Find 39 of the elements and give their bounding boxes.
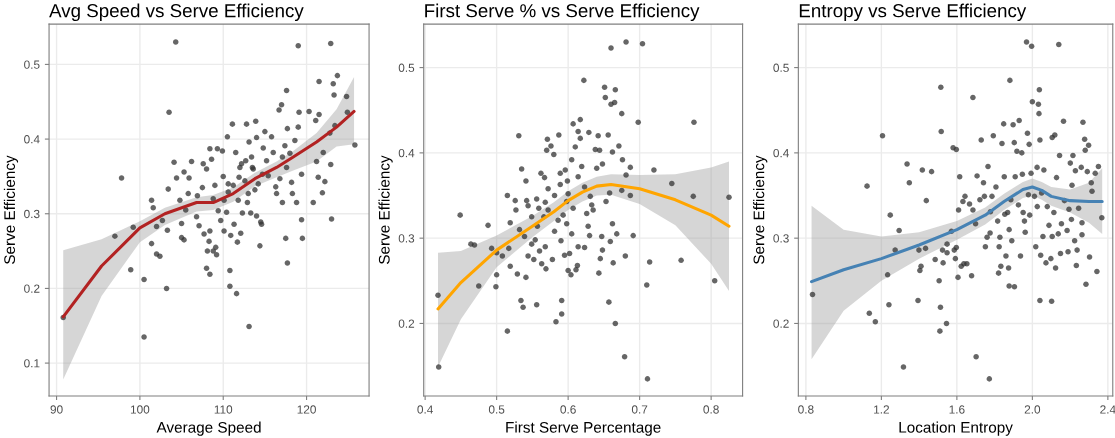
- x-axis-title: Location Entropy: [899, 421, 1013, 436]
- chart-title: Avg Speed vs Serve Efficiency: [49, 3, 304, 22]
- y-tick-label: 0.3: [24, 209, 40, 219]
- line-series: [61, 109, 356, 319]
- y-tick-label: 0.1: [24, 359, 40, 368]
- y-tick-label: 0.5: [24, 60, 40, 69]
- x-axis-title: Average Speed: [156, 421, 261, 436]
- y-tick-label: 0.5: [773, 63, 789, 72]
- y-tick-label: 0.2: [24, 284, 40, 293]
- x-tick-label: 2.0: [1024, 405, 1041, 414]
- y-tick-label: 0.2: [398, 319, 415, 328]
- y-tick-label: 0.3: [773, 234, 789, 243]
- x-tick-label: 100: [130, 405, 150, 414]
- x-tick-label: 2.4: [1100, 405, 1115, 414]
- line-series: [810, 185, 1104, 284]
- y-tick-label: 0.2: [773, 319, 789, 328]
- line-series: [436, 182, 731, 311]
- x-tick-label: 0.4: [417, 405, 433, 414]
- chart-title: First Serve % vs Serve Efficiency: [425, 3, 700, 22]
- y-tick-label: 0.4: [773, 148, 789, 158]
- x-tick-label: 90: [50, 405, 63, 414]
- x-tick-label: 0.5: [488, 405, 505, 414]
- x-tick-label: 0.6: [560, 405, 576, 414]
- chart-title: Entropy vs Serve Efficiency: [799, 3, 1027, 22]
- y-tick-label: 0.5: [398, 63, 415, 72]
- y-axis-title: Serve Efficiency: [753, 155, 768, 264]
- y-tick-label: 0.4: [24, 135, 40, 144]
- x-tick-label: 110: [214, 405, 233, 414]
- x-axis-title: First Serve Percentage: [506, 421, 661, 436]
- y-tick-label: 0.3: [398, 234, 415, 243]
- x-tick-label: 1.2: [874, 405, 889, 414]
- y-tick-label: 0.4: [398, 148, 415, 158]
- x-tick-label: 120: [297, 405, 316, 414]
- x-tick-label: 0.8: [703, 405, 719, 414]
- y-axis-title: Serve Efficiency: [378, 155, 393, 264]
- x-tick-label: 0.7: [631, 405, 648, 414]
- x-tick-label: 1.6: [949, 405, 965, 414]
- y-axis-title: Serve Efficiency: [3, 155, 19, 264]
- x-tick-label: 0.8: [798, 405, 814, 414]
